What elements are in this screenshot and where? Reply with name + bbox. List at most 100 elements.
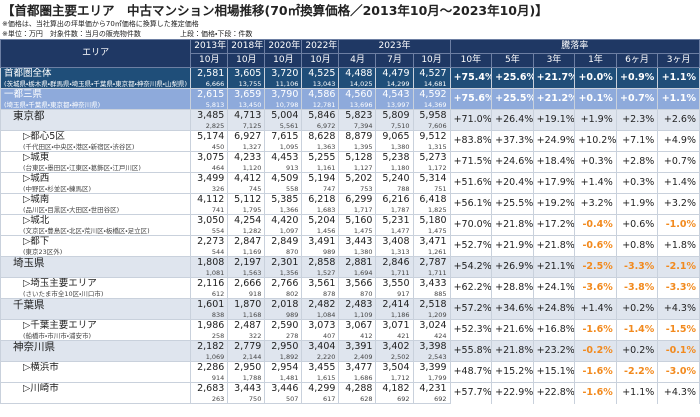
count-row: 1,081 1,563 1,356 1,527 1,694 1,711 1,711 xyxy=(0,269,700,278)
price: 2,787 xyxy=(412,256,451,269)
price: 3,477 xyxy=(338,361,377,374)
count: 1,892 xyxy=(264,353,303,362)
area-detail: (さいたま市全10区・川口市) xyxy=(0,290,192,299)
price: 3,391 xyxy=(338,340,377,353)
change-rate: +21.1% xyxy=(532,256,576,278)
price: 5,174 xyxy=(190,130,229,143)
change-rate: +21.7% xyxy=(532,67,576,89)
change-rate: +56.1% xyxy=(449,193,493,215)
price: 5,231 xyxy=(375,214,414,227)
count: 1,172 xyxy=(412,164,451,173)
count: 1,261 xyxy=(412,248,451,257)
change-rate: +17.2% xyxy=(532,214,576,236)
count: 1,694 xyxy=(338,269,377,278)
count: 2,220 xyxy=(301,353,340,362)
change-rate: +20.4% xyxy=(491,172,534,194)
table-header: エリア 2013年 2018年 2020年 2022年 2023年 騰落率 10月 10月 10月… xyxy=(0,39,700,68)
count-row: (文京区・豊島区・北区・荒川区・板橋区・足立区) 554 1,282 1,097 1,4… xyxy=(0,227,700,236)
count: 1,315 xyxy=(412,143,451,152)
count: 878 xyxy=(301,290,340,299)
price: 3,550 xyxy=(375,277,414,290)
price: 3,485 xyxy=(190,109,229,122)
count: 1,380 xyxy=(338,248,377,257)
area-name: 埼玉県 xyxy=(0,256,192,269)
area-name: 東京都 xyxy=(0,109,192,122)
change-rate: +51.6% xyxy=(449,172,493,194)
count: 544 xyxy=(190,248,229,257)
price: 3,455 xyxy=(301,361,340,374)
count: 1,282 xyxy=(227,227,266,236)
area-detail: (船橋市・市川市・浦安市) xyxy=(0,332,192,341)
count: 1,084 xyxy=(301,311,340,320)
price: 2,482 xyxy=(301,298,340,311)
change-rate: -3.3% xyxy=(657,277,700,299)
count: 14,025 xyxy=(338,80,377,89)
change-rate: +4.3% xyxy=(657,298,700,320)
sub-header: 10月 xyxy=(301,53,340,68)
count: 914 xyxy=(190,374,229,383)
change-rate: -3.0% xyxy=(657,361,700,383)
change-rate: -0.6% xyxy=(574,235,617,257)
change-rate: +1.8% xyxy=(657,235,700,257)
area-name: ▷川崎市 xyxy=(0,382,192,395)
count: 1,180 xyxy=(375,164,414,173)
price: 5,809 xyxy=(375,109,414,122)
change-rate: +0.7% xyxy=(657,151,700,173)
area-detail: (東京23区外) xyxy=(0,248,192,257)
price: 5,004 xyxy=(264,109,303,122)
price: 9,512 xyxy=(412,130,451,143)
count: 1,475 xyxy=(338,227,377,236)
price: 4,525 xyxy=(301,67,340,80)
change-rate: +22.8% xyxy=(532,382,576,404)
change-rate: +83.8% xyxy=(449,130,493,152)
change-rate: +22.9% xyxy=(491,382,534,404)
change-rate: -3.8% xyxy=(615,277,659,299)
count: 258 xyxy=(190,332,229,341)
count-row: 263 750 507 617 628 692 692 xyxy=(0,395,700,404)
count: 13,755 xyxy=(227,80,266,89)
count: 2,502 xyxy=(375,353,414,362)
change-rate: +1.4% xyxy=(574,298,617,320)
count: 6,666 xyxy=(190,80,229,89)
price: 8,628 xyxy=(301,130,340,143)
change-rate: +21.9% xyxy=(491,235,534,257)
change-rate: +71.5% xyxy=(449,151,493,173)
change-rate: -1.6% xyxy=(574,319,617,341)
price: 2,018 xyxy=(264,298,303,311)
price: 3,566 xyxy=(338,277,377,290)
price: 5,202 xyxy=(338,172,377,185)
price: 3,446 xyxy=(264,382,303,395)
price: 5,180 xyxy=(412,214,451,227)
price: 4,713 xyxy=(227,109,266,122)
change-rate: +37.3% xyxy=(491,130,534,152)
sub-header: 10月 xyxy=(412,53,451,68)
change-rate: -0.4% xyxy=(574,214,617,236)
sub-header: 5年 xyxy=(491,53,534,68)
price: 5,112 xyxy=(227,193,266,206)
price: 2,301 xyxy=(264,256,303,269)
note: 上段：価格・下段：件数 xyxy=(180,30,253,38)
count: 11,106 xyxy=(264,80,303,89)
count: 6,972 xyxy=(301,122,340,131)
change-rate: +24.1% xyxy=(532,277,576,299)
change-rate: +4.3% xyxy=(657,382,700,404)
price-row: ▷埼玉主要エリア 2,116 2,666 2,766 3,561 3,566 3,550 3,… xyxy=(0,277,700,299)
change-rate: +55.8% xyxy=(449,340,493,362)
price: 6,216 xyxy=(375,193,414,206)
count: 692 xyxy=(375,395,414,404)
price: 5,160 xyxy=(338,214,377,227)
change-rate: +1.4% xyxy=(657,172,700,194)
count: 278 xyxy=(264,332,303,341)
change-rate: +75.6% xyxy=(449,88,493,110)
count: 1,615 xyxy=(301,374,340,383)
price-row: 埼玉県 1,808 2,197 2,301 2,858 2,881 2,846 2,787 +5… xyxy=(0,256,700,278)
price: 5,823 xyxy=(338,109,377,122)
price-table: エリア 2013年 2018年 2020年 2022年 2023年 騰落率 10月 10月 10月… xyxy=(0,39,700,404)
price: 2,779 xyxy=(227,340,266,353)
count: 1,717 xyxy=(338,206,377,215)
area-detail xyxy=(0,374,192,383)
change-rate: +0.6% xyxy=(615,214,659,236)
sub-header: 10月 xyxy=(264,53,303,68)
count: 913 xyxy=(264,164,303,173)
price-row: ▷千葉主要エリア 1,986 2,487 2,590 3,073 3,067 3,071 3,… xyxy=(0,319,700,341)
